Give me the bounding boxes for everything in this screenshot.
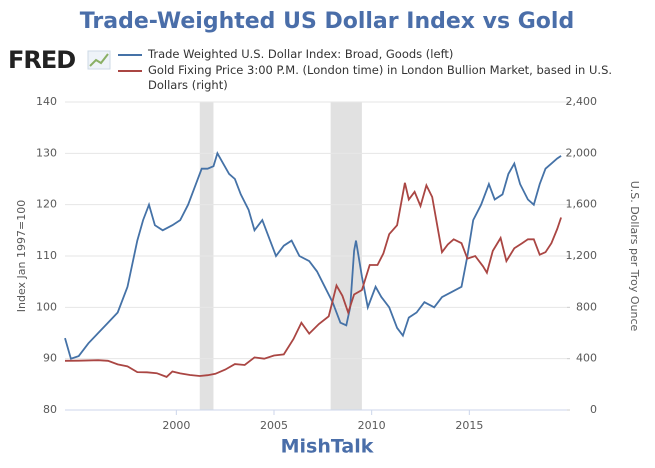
legend-label: Gold Fixing Price 3:00 P.M. (London time… — [148, 63, 613, 92]
x-tick-label: 2010 — [358, 419, 386, 432]
y-tick-label: 140 — [36, 95, 57, 108]
y2-tick-label: 2,000 — [566, 146, 598, 159]
legend-swatch — [118, 70, 142, 72]
logo: FRED — [8, 46, 75, 74]
y-tick-label: 100 — [36, 300, 57, 313]
legend: Trade Weighted U.S. Dollar Index: Broad,… — [118, 47, 618, 94]
y2-tick-label: 1,600 — [566, 198, 598, 211]
legend-entry: Trade Weighted U.S. Dollar Index: Broad,… — [118, 47, 618, 62]
y-tick-label: 120 — [36, 198, 57, 211]
y2-tick-label: 400 — [576, 352, 597, 365]
y2-tick-label: 1,200 — [566, 249, 598, 262]
watermark: MishTalk — [281, 436, 374, 458]
y-tick-label: 110 — [36, 249, 57, 262]
legend-entry: Gold Fixing Price 3:00 P.M. (London time… — [118, 63, 618, 93]
y2-tick-label: 2,400 — [566, 95, 598, 108]
x-tick-label: 2000 — [162, 419, 190, 432]
x-tick-label: 2015 — [455, 419, 483, 432]
chart-title: Trade-Weighted US Dollar Index vs Gold — [80, 9, 574, 34]
y2-axis-title: U.S. Dollars per Troy Ounce — [628, 181, 641, 332]
y-tick-label: 130 — [36, 146, 57, 159]
y-tick-label: 80 — [43, 403, 57, 416]
y2-tick-label: 0 — [590, 403, 597, 416]
legend-label: Trade Weighted U.S. Dollar Index: Broad,… — [148, 47, 454, 61]
legend-swatch — [118, 54, 142, 56]
logo-icon — [87, 50, 111, 70]
y-axis-title: Index Jan 1997=100 — [15, 200, 28, 312]
y2-tick-label: 800 — [576, 300, 597, 313]
series-line — [64, 182, 562, 378]
x-tick-label: 2005 — [260, 419, 288, 432]
series-line — [64, 151, 562, 360]
y-tick-label: 90 — [43, 352, 57, 365]
